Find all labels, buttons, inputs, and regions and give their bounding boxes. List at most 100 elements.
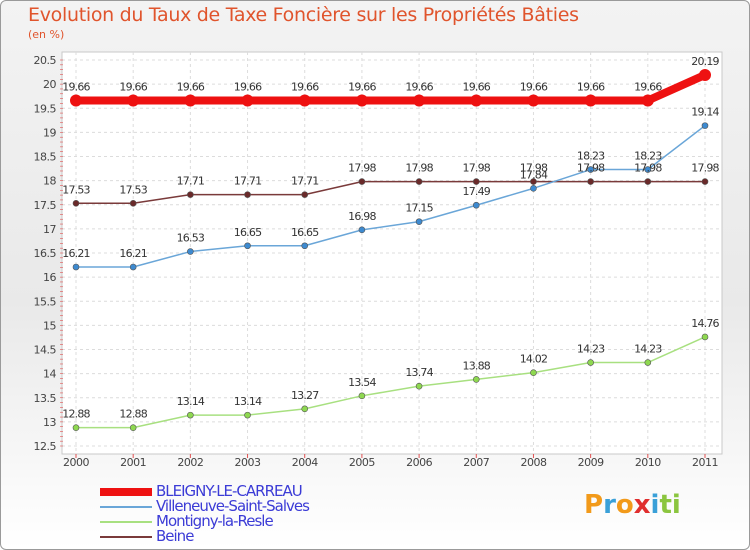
data-point (184, 94, 197, 107)
y-tick-label: 13.5 (34, 392, 57, 405)
data-label: 16.21 (62, 247, 90, 260)
data-point (127, 94, 140, 107)
data-label: 16.21 (119, 247, 147, 260)
x-tick-label: 2010 (635, 456, 661, 469)
data-point (244, 411, 251, 419)
legend-swatch (100, 488, 152, 496)
data-label: 18.23 (577, 150, 605, 163)
data-point (701, 333, 709, 341)
data-label: 14.23 (634, 343, 662, 356)
data-point (129, 424, 137, 431)
data-point (530, 178, 537, 185)
data-point (355, 94, 368, 107)
data-point (413, 94, 426, 107)
data-point (72, 424, 80, 431)
data-label: 16.65 (234, 226, 262, 239)
data-point (587, 166, 594, 173)
y-tick-label: 14 (43, 368, 56, 381)
data-label: 20.19 (691, 55, 719, 68)
data-label: 19.66 (348, 81, 376, 94)
data-label: 17.49 (463, 185, 491, 198)
data-point (70, 94, 82, 107)
y-tick-label: 17.5 (34, 199, 57, 212)
data-label: 13.88 (463, 359, 491, 372)
data-point (644, 166, 652, 173)
data-point (641, 94, 654, 107)
data-label: 19.66 (291, 81, 319, 94)
data-label: 13.54 (348, 376, 376, 389)
unit-label: (en %) (28, 28, 65, 41)
data-label: 13.14 (234, 395, 262, 408)
data-label: 19.66 (405, 81, 433, 94)
data-label: 13.14 (177, 395, 205, 408)
x-tick-label: 2009 (578, 456, 604, 469)
y-tick-label: 15.5 (34, 295, 57, 308)
legend-label: BLEIGNY-LE-CARREAU (156, 482, 303, 500)
y-tick-label: 16 (43, 271, 56, 284)
legend-swatch (100, 521, 152, 523)
data-point (472, 178, 480, 185)
series-line-3 (75, 180, 706, 205)
y-tick-label: 19.5 (34, 102, 57, 115)
data-point (415, 218, 423, 225)
x-tick-label: 2006 (406, 456, 432, 469)
data-label: 16.65 (291, 226, 319, 239)
data-label: 19.66 (177, 81, 205, 94)
series-line-0 (72, 70, 709, 105)
data-point (530, 185, 537, 192)
data-label: 12.88 (119, 408, 147, 421)
y-tick-label: 15 (43, 319, 56, 332)
data-point (72, 263, 80, 271)
data-point (472, 376, 480, 383)
data-point (644, 359, 652, 366)
data-label: 13.27 (291, 389, 319, 402)
y-tick-label: 12.5 (34, 440, 57, 453)
data-label: 14.02 (520, 353, 548, 366)
legend-label: Villeneuve-Saint-Salves (156, 497, 310, 515)
data-point (527, 94, 540, 107)
data-point (472, 201, 480, 209)
data-point (699, 68, 711, 81)
data-point (701, 178, 709, 185)
data-point (358, 226, 366, 234)
data-point (72, 200, 80, 207)
y-tick-label: 18.5 (34, 151, 57, 164)
data-label: 19.66 (62, 81, 90, 94)
x-tick-label: 2001 (120, 456, 146, 469)
data-point (701, 122, 709, 129)
x-tick-label: 2003 (235, 456, 261, 469)
data-label: 17.53 (62, 183, 90, 196)
data-label: 17.98 (520, 162, 548, 175)
data-label: 19.66 (520, 81, 548, 94)
data-label: 17.71 (291, 175, 319, 188)
data-point (241, 94, 254, 107)
data-point (415, 382, 423, 390)
legend-swatch (100, 536, 152, 538)
data-label: 19.14 (691, 106, 719, 119)
legend-label: Beine (156, 527, 194, 545)
data-label: 17.98 (463, 162, 491, 175)
y-tick-label: 20 (43, 78, 56, 91)
data-label: 17.53 (119, 183, 147, 196)
data-point (298, 94, 311, 107)
x-tick-label: 2004 (292, 456, 318, 469)
series-line-1 (75, 124, 706, 268)
y-tick-label: 16.5 (34, 247, 57, 260)
data-label: 14.23 (577, 343, 605, 356)
data-point (470, 94, 483, 107)
x-tick-label: 2000 (63, 456, 89, 469)
data-label: 17.98 (634, 162, 662, 175)
y-tick-label: 17 (43, 223, 56, 236)
data-label: 17.98 (405, 162, 433, 175)
data-label: 19.66 (577, 81, 605, 94)
data-label: 14.76 (691, 317, 719, 330)
data-label: 17.98 (348, 162, 376, 175)
y-tick-label: 20.5 (34, 54, 57, 67)
data-label: 16.53 (177, 232, 205, 245)
data-label: 16.98 (348, 210, 376, 223)
data-point (415, 178, 423, 185)
series-line-2 (75, 336, 706, 429)
x-tick-label: 2008 (520, 456, 546, 469)
data-point (301, 191, 309, 198)
